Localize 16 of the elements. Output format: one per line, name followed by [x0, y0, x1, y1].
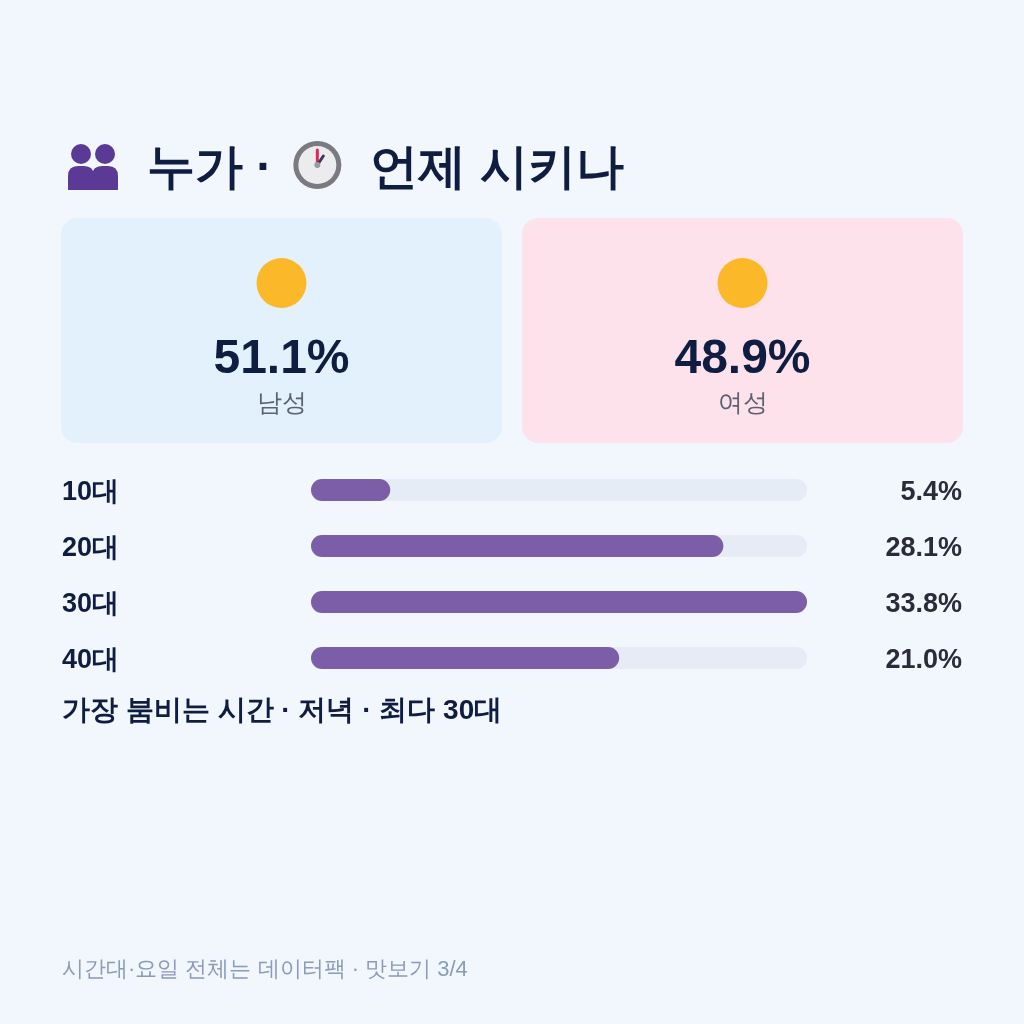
category-label: 남성	[256, 388, 307, 416]
data-label: 21.0%	[885, 644, 962, 674]
y-tick-label: 30대	[62, 588, 120, 618]
text: 가장 붐비는 시간 · 저녁 · 최다 30대	[62, 694, 503, 725]
y-tick-label: 10대	[62, 476, 120, 506]
y-tick-label: 40대	[62, 644, 120, 674]
text: 시간대·요일 전체는 데이터팩 · 맛보기 3/4	[62, 956, 468, 981]
y-tick-label: 20대	[62, 532, 120, 562]
chart-title: 누가 · 언제 시키나	[147, 140, 624, 193]
data-label: 33.8%	[885, 588, 962, 618]
data-label: 28.1%	[885, 532, 962, 562]
bar	[311, 479, 391, 501]
data-label: 48.9%	[674, 330, 811, 383]
category-label: 여성	[717, 388, 768, 416]
data-label: 5.4%	[900, 476, 962, 506]
data-label: 51.1%	[213, 330, 350, 383]
